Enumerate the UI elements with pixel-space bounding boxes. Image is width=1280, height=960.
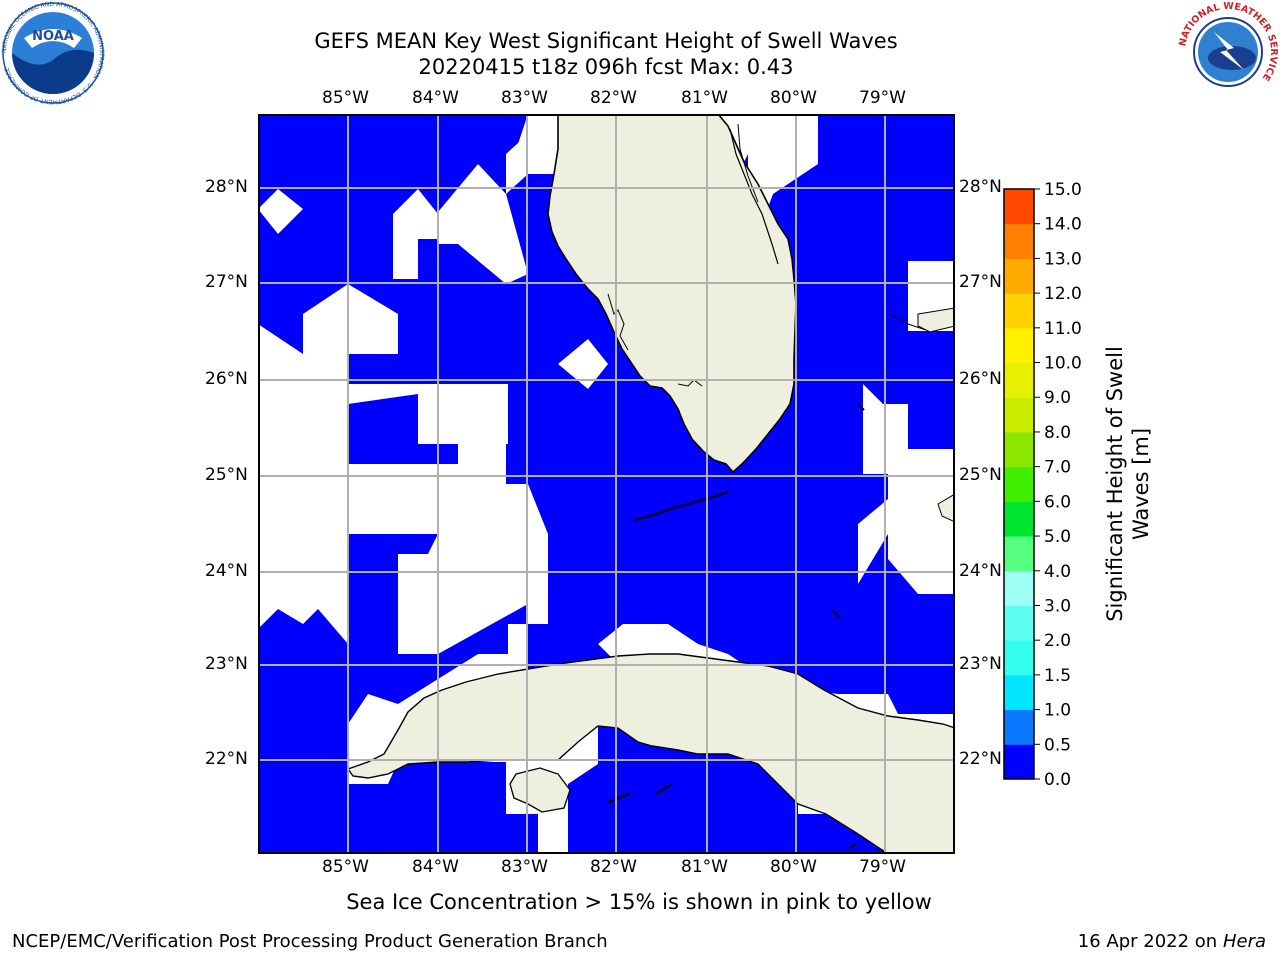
lon-label-bottom: 79°W [859,857,906,877]
colorbar-tick-label: 15.0 [1044,180,1082,200]
graticule [258,114,955,854]
chart-subtitle: 20220415 t18z 096h fcst Max: 0.43 [418,55,794,79]
lat-label-right: 22°N [959,749,1002,769]
colorbar-segment [1004,258,1034,294]
colorbar-tick-label: 1.5 [1044,666,1071,686]
sea-ice-note: Sea Ice Concentration > 15% is shown in … [346,890,932,914]
lon-label-bottom: 84°W [412,857,459,877]
chart-title: GEFS MEAN Key West Significant Height of… [314,29,898,53]
nws-logo: NATIONAL WEATHER SERVICE [1177,1,1279,102]
colorbar-tick-label: 13.0 [1044,249,1082,269]
colorbar-segment [1004,293,1034,329]
colorbar-tick-label: 4.0 [1044,562,1071,582]
lon-label-top: 82°W [590,88,637,108]
lat-label-right: 24°N [959,561,1002,581]
colorbar-segment [1004,536,1034,572]
colorbar-tick-label: 0.5 [1044,735,1071,755]
swell-height-map [258,114,955,854]
colorbar-tick-label: 10.0 [1044,354,1082,374]
lat-label-left: 28°N [205,177,248,197]
lon-label-bottom: 81°W [681,857,728,877]
colorbar: 0.0 0.5 1.0 1.5 2.0 3.0 4.0 5.0 6.0 7.0 8.0 9.0 10.0… [1003,180,1153,790]
lon-label-top: 85°W [322,88,369,108]
colorbar-segment [1004,674,1034,711]
footer-credit: NCEP/EMC/Verification Post Processing Pr… [12,931,608,952]
lat-label-right: 23°N [959,654,1002,674]
colorbar-segment [1004,501,1034,537]
florida-land [547,114,797,474]
lat-label-right: 28°N [959,177,1002,197]
colorbar-tick-label: 5.0 [1044,527,1071,547]
footer-host: Hera [1222,931,1266,952]
florida-keys [633,491,729,521]
colorbar-segment [1004,640,1034,676]
colorbar-tick-label: 7.0 [1044,458,1071,478]
colorbar-segment [1004,570,1034,606]
colorbar-segment [1004,605,1034,641]
colorbar-tick-label: 0.0 [1044,770,1071,790]
lon-label-top: 83°W [501,88,548,108]
lon-label-top: 79°W [859,88,906,108]
colorbar-segment [1004,744,1034,780]
colorbar-label: Waves [m] [1129,428,1153,540]
colorbar-segment [1004,362,1034,398]
colorbar-label: Significant Height of Swell [1103,346,1127,622]
lat-label-left: 27°N [205,272,248,292]
colorbar-tick-label: 8.0 [1044,423,1071,443]
lat-label-left: 23°N [205,654,248,674]
colorbar-segment [1004,189,1034,225]
noaa-logo: NATIONAL OCEANIC AND ATMOSPHERIC ADMINIS… [1,1,105,105]
lat-label-right: 27°N [959,272,1002,292]
lat-label-left: 26°N [205,369,248,389]
footer-date: 16 Apr 2022 on Hera [1077,931,1266,952]
colorbar-segment [1004,223,1034,259]
colorbar-tick-label: 9.0 [1044,388,1071,408]
isla-de-la-juventud [509,767,571,813]
colorbar-tick-label: 14.0 [1044,215,1082,235]
colorbar-tick-label: 3.0 [1044,596,1071,616]
lon-label-top: 84°W [412,88,459,108]
lat-label-left: 25°N [205,465,248,485]
colorbar-tick-label: 6.0 [1044,492,1071,512]
lat-label-right: 25°N [959,465,1002,485]
colorbar-segment [1004,327,1034,364]
colorbar-tick-label: 2.0 [1044,631,1071,651]
lon-label-bottom: 85°W [322,857,369,877]
colorbar-tick-label: 11.0 [1044,319,1082,339]
lon-label-bottom: 80°W [770,857,817,877]
lon-label-bottom: 83°W [501,857,548,877]
colorbar-segment [1004,466,1034,502]
lon-label-top: 81°W [681,88,728,108]
colorbar-tick-label: 1.0 [1044,701,1071,721]
colorbar-segment [1004,709,1034,745]
colorbar-frame [1003,188,1035,780]
colorbar-segment [1004,397,1034,433]
colorbar-segment [1004,431,1034,468]
lon-label-top: 80°W [770,88,817,108]
colorbar-tick-label: 12.0 [1044,284,1082,304]
lat-label-right: 26°N [959,369,1002,389]
lon-label-bottom: 82°W [590,857,637,877]
lat-label-left: 22°N [205,749,248,769]
lat-label-left: 24°N [205,561,248,581]
bahamas-land [917,307,955,333]
noaa-logo-text: NOAA [32,29,74,44]
